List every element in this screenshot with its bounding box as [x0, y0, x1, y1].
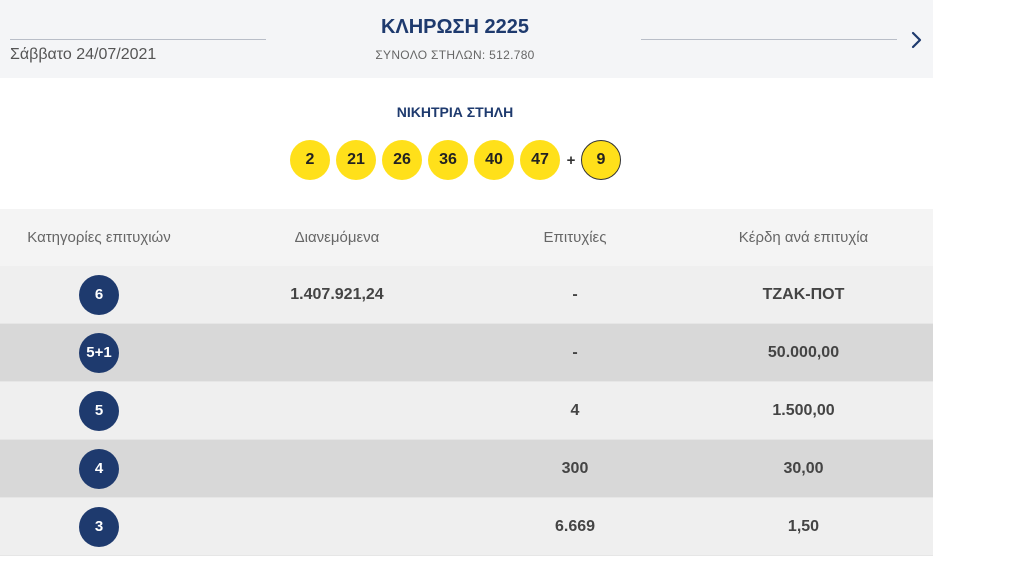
draw-header: Σάββατο 24/07/2021 ΚΛΗΡΩΣΗ 2225 ΣΥΝΟΛΟ Σ… [0, 0, 933, 78]
prize-amount: 1.500,00 [772, 401, 835, 419]
header-winners: Επιτυχίες [543, 229, 607, 246]
header-prize: Κέρδη ανά επιτυχία [738, 229, 869, 246]
prize-amount: 50.000,00 [767, 343, 840, 361]
divider [641, 39, 897, 40]
header-distributed: Διανεμόμενα [294, 229, 380, 246]
category-badge: 6 [79, 274, 119, 315]
number-ball: 21 [336, 140, 376, 180]
category-badge: 5+1 [79, 332, 119, 373]
prize-amount: 30,00 [783, 459, 824, 477]
category-badge: 3 [79, 506, 119, 547]
table-row: 3 6.669 1,50 [0, 498, 933, 556]
table-row: 4 300 30,00 [0, 440, 933, 498]
winning-column-title: ΝΙΚΗΤΡΙΑ ΣΤΗΛΗ [396, 104, 514, 120]
number-ball: 26 [382, 140, 422, 180]
prize-table: 6 1.407.921,24 - ΤΖΑΚ-ΠΟΤ 5+1 - 50.000,0… [0, 266, 933, 556]
prize-amount: ΤΖΑΚ-ΠΟΤ [762, 285, 845, 303]
table-row: 6 1.407.921,24 - ΤΖΑΚ-ΠΟΤ [0, 266, 933, 324]
draw-title: ΚΛΗΡΩΣΗ 2225 [380, 16, 530, 38]
distributed-amount: 1.407.921,24 [290, 285, 384, 303]
winners-count: - [572, 285, 578, 303]
number-ball: 47 [520, 140, 560, 180]
number-ball: 40 [474, 140, 514, 180]
category-badge: 4 [79, 448, 119, 489]
draw-results: Σάββατο 24/07/2021 ΚΛΗΡΩΣΗ 2225 ΣΥΝΟΛΟ Σ… [0, 0, 933, 556]
number-ball: 2 [290, 140, 330, 180]
table-row: 5 4 1.500,00 [0, 382, 933, 440]
table-header: Κατηγορίες επιτυχιών Διανεμόμενα Επιτυχί… [0, 209, 933, 266]
columns-total: ΣΥΝΟΛΟ ΣΤΗΛΩΝ: 512.780 [375, 48, 535, 62]
draw-date: Σάββατο 24/07/2021 [10, 46, 157, 63]
header-categories: Κατηγορίες επιτυχιών [27, 229, 171, 246]
divider [10, 39, 266, 40]
category-badge: 5 [79, 390, 119, 431]
winners-count: 4 [570, 401, 580, 419]
number-ball: 36 [428, 140, 468, 180]
winning-numbers: 2 21 26 36 40 47 + 9 [290, 140, 621, 180]
winners-count: 6.669 [554, 517, 596, 535]
plus-sign: + [566, 151, 576, 169]
next-draw-button[interactable] [905, 26, 929, 54]
prize-amount: 1,50 [787, 517, 820, 535]
chevron-right-icon [911, 31, 922, 49]
winners-count: - [572, 343, 578, 361]
table-row: 5+1 - 50.000,00 [0, 324, 933, 382]
joker-ball: 9 [581, 140, 621, 180]
winners-count: 300 [561, 459, 589, 477]
